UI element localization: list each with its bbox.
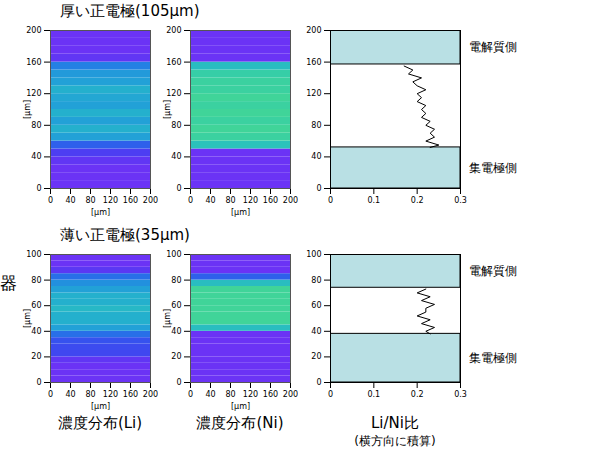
svg-text:120: 120	[243, 196, 258, 205]
svg-text:120: 120	[243, 390, 258, 399]
svg-text:0: 0	[188, 390, 193, 399]
svg-text:電解質側: 電解質側	[469, 264, 517, 278]
svg-text:40: 40	[311, 152, 321, 161]
svg-text:80: 80	[85, 196, 95, 205]
svg-text:80: 80	[311, 276, 321, 285]
svg-text:80: 80	[225, 196, 235, 205]
svg-text:60: 60	[31, 301, 41, 310]
svg-text:[μm]: [μm]	[163, 100, 172, 119]
svg-text:20: 20	[311, 352, 321, 361]
svg-text:20: 20	[31, 352, 41, 361]
svg-text:120: 120	[166, 89, 181, 98]
svg-text:40: 40	[311, 327, 321, 336]
svg-text:0: 0	[36, 378, 41, 387]
svg-text:120: 120	[26, 89, 41, 98]
svg-text:160: 160	[123, 390, 138, 399]
svg-text:120: 120	[306, 89, 321, 98]
svg-text:0: 0	[176, 184, 181, 193]
svg-text:80: 80	[311, 121, 321, 130]
svg-text:40: 40	[31, 152, 41, 161]
svg-text:200: 200	[306, 26, 321, 35]
svg-text:200: 200	[283, 196, 298, 205]
svg-text:0: 0	[316, 184, 321, 193]
svg-text:120: 120	[103, 390, 118, 399]
svg-text:80: 80	[85, 390, 95, 399]
svg-text:80: 80	[225, 390, 235, 399]
html-text:濃度分布(Ni): 濃度分布(Ni)	[196, 414, 284, 432]
svg-text:[μm]: [μm]	[163, 309, 172, 328]
svg-text:40: 40	[171, 327, 181, 336]
svg-text:集電極側: 集電極側	[469, 161, 517, 175]
svg-text:0.2: 0.2	[411, 390, 424, 399]
svg-text:200: 200	[283, 390, 298, 399]
svg-text:0.3: 0.3	[454, 390, 467, 399]
svg-text:[μm]: [μm]	[23, 100, 32, 119]
svg-text:0: 0	[316, 378, 321, 387]
svg-text:0: 0	[36, 184, 41, 193]
svg-text:40: 40	[205, 390, 215, 399]
svg-text:160: 160	[26, 58, 41, 67]
svg-text:0: 0	[188, 196, 193, 205]
svg-text:40: 40	[205, 196, 215, 205]
svg-text:100: 100	[306, 250, 321, 259]
svg-text:0.1: 0.1	[367, 390, 380, 399]
svg-text:80: 80	[31, 121, 41, 130]
svg-text:0: 0	[48, 196, 53, 205]
svg-text:[μm]: [μm]	[231, 208, 250, 217]
svg-text:0: 0	[48, 390, 53, 399]
svg-text:電解質側: 電解質側	[469, 40, 517, 54]
svg-text:[μm]: [μm]	[91, 402, 110, 411]
svg-text:[μm]: [μm]	[91, 208, 110, 217]
svg-text:40: 40	[171, 152, 181, 161]
svg-text:160: 160	[263, 390, 278, 399]
svg-text:0: 0	[176, 378, 181, 387]
svg-text:40: 40	[31, 327, 41, 336]
svg-text:20: 20	[171, 352, 181, 361]
svg-text:60: 60	[171, 301, 181, 310]
html-text:Li/Ni比: Li/Ni比	[371, 414, 419, 432]
svg-text:60: 60	[311, 301, 321, 310]
svg-text:[μm]: [μm]	[23, 309, 32, 328]
svg-text:160: 160	[263, 196, 278, 205]
svg-text:200: 200	[143, 390, 158, 399]
svg-text:0.1: 0.1	[367, 196, 380, 205]
svg-text:0: 0	[328, 390, 333, 399]
svg-text:80: 80	[171, 121, 181, 130]
html-text:濃度分布(Li): 濃度分布(Li)	[57, 414, 143, 432]
svg-text:[μm]: [μm]	[231, 402, 250, 411]
html-text:(横方向に積算): (横方向に積算)	[354, 434, 436, 448]
svg-text:0.3: 0.3	[454, 196, 467, 205]
svg-text:100: 100	[26, 250, 41, 259]
svg-text:160: 160	[166, 58, 181, 67]
svg-text:200: 200	[26, 26, 41, 35]
svg-text:200: 200	[143, 196, 158, 205]
svg-text:集電極側: 集電極側	[469, 351, 517, 365]
svg-text:120: 120	[103, 196, 118, 205]
svg-text:40: 40	[65, 390, 75, 399]
svg-text:160: 160	[123, 196, 138, 205]
html-text:器: 器	[0, 273, 17, 293]
svg-text:0: 0	[328, 196, 333, 205]
html-text:薄い正電極(35μm): 薄い正電極(35μm)	[60, 226, 190, 244]
svg-text:80: 80	[31, 276, 41, 285]
svg-text:40: 40	[65, 196, 75, 205]
svg-text:100: 100	[166, 250, 181, 259]
svg-text:160: 160	[306, 58, 321, 67]
svg-text:0.2: 0.2	[411, 196, 424, 205]
svg-text:200: 200	[166, 26, 181, 35]
svg-text:80: 80	[171, 276, 181, 285]
html-text:厚い正電極(105μm): 厚い正電極(105μm)	[60, 2, 200, 20]
